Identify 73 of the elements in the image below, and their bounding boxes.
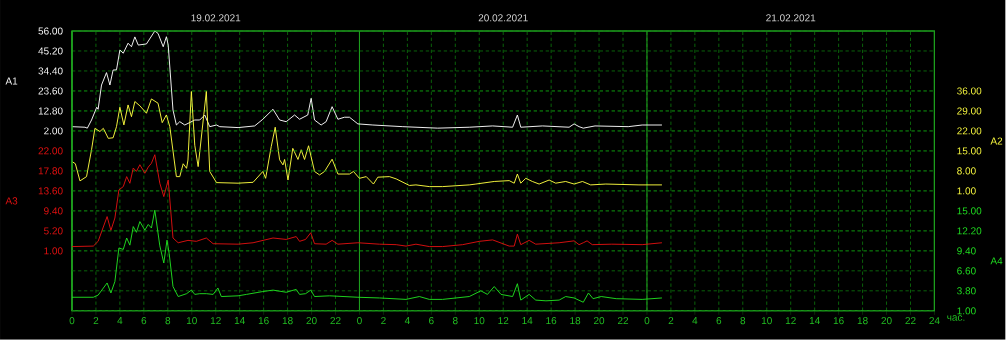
x-tick-label: 0	[69, 317, 75, 325]
x-tick-label: 8	[165, 317, 171, 325]
y-tick-label: 2.00	[44, 127, 63, 135]
y2-axis-title: A4	[990, 257, 1003, 265]
x-tick-label: 8	[452, 317, 458, 325]
y2-tick-label: 36.00	[957, 87, 982, 95]
x-tick-label: 16	[546, 317, 557, 325]
line-series	[71, 91, 663, 188]
x-tick-label: 18	[282, 317, 293, 325]
y2-tick-label: 3.80	[957, 287, 976, 295]
x-tick-label: 18	[570, 317, 581, 325]
line-series	[71, 30, 663, 129]
x-tick-label: 4	[117, 317, 123, 325]
y2-tick-label: 9.40	[957, 247, 976, 255]
line-series	[71, 209, 663, 303]
x-tick-label: 20	[593, 317, 605, 325]
y-tick-label: 1.00	[44, 247, 63, 255]
x-tick-label: 4	[404, 317, 410, 325]
y-tick-label: 5.20	[43, 227, 63, 235]
y-tick-label: 56.00	[38, 27, 63, 35]
y-tick-label: 22.00	[38, 147, 63, 155]
x-tick-label: 14	[809, 317, 820, 325]
x-tick-label: 20	[306, 317, 317, 325]
x-tick-label: 24	[929, 317, 940, 325]
x2-tick-label: 20.02.2021	[478, 14, 528, 22]
x-tick-label: 14	[234, 317, 245, 325]
y2-tick-label: 15.00	[957, 207, 982, 215]
y-tick-label: 13.60	[38, 187, 63, 195]
y2-tick-label: 29.00	[957, 107, 982, 115]
y2-tick-label: 1.00	[957, 307, 976, 315]
y2-tick-label: 15.00	[957, 147, 982, 155]
y2-axis-title: A2	[990, 137, 1003, 145]
x-axis-title: час.	[947, 315, 965, 321]
line-series	[71, 154, 663, 248]
y-tick-label: 45.20	[38, 47, 63, 55]
x-tick-label: 12	[498, 317, 509, 325]
x-tick-label: 10	[474, 317, 485, 325]
y-tick-label: 17.80	[38, 167, 63, 175]
x2-tick-label: 19.02.2021	[191, 14, 241, 22]
x-tick-label: 18	[857, 317, 868, 325]
y2-tick-label: 22.00	[957, 127, 982, 135]
x-tick-label: 10	[761, 317, 772, 325]
y2-tick-label: 1.00	[957, 187, 976, 195]
x-tick-label: 22	[905, 317, 916, 325]
x-tick-label: 10	[186, 317, 197, 325]
x-tick-label: 14	[522, 317, 533, 325]
x-tick-label: 12	[210, 317, 221, 325]
x-tick-label: 20	[881, 317, 892, 325]
x-tick-label: 16	[258, 317, 269, 325]
y2-tick-label: 8.00	[957, 167, 976, 175]
y-tick-label: 23.60	[38, 87, 63, 95]
x-tick-label: 22	[617, 317, 629, 325]
x2-tick-label: 21.02.2021	[766, 14, 816, 22]
y2-tick-label: 6.60	[957, 267, 976, 275]
y-tick-label: 9.40	[44, 207, 63, 215]
x-tick-label: 0	[357, 317, 362, 325]
x-tick-label: 6	[716, 317, 722, 325]
x-tick-label: 12	[785, 317, 796, 325]
y-axis-title: A3	[5, 197, 18, 205]
x-tick-label: 2	[381, 317, 386, 325]
y2-tick-label: 12.20	[957, 227, 982, 235]
x-tick-label: 2	[93, 317, 99, 325]
x-tick-label: 16	[833, 317, 844, 325]
x-tick-label: 6	[141, 317, 147, 325]
x-tick-label: 6	[429, 317, 434, 325]
x-tick-label: 4	[692, 317, 698, 325]
x-tick-label: 0	[644, 317, 650, 325]
y-axis-title: A1	[5, 77, 18, 85]
y-tick-label: 34.40	[38, 67, 63, 75]
x-tick-label: 2	[668, 317, 674, 325]
x-tick-label: 22	[330, 317, 341, 325]
y-tick-label: 12.80	[38, 107, 63, 115]
x-tick-label: 8	[740, 317, 746, 325]
